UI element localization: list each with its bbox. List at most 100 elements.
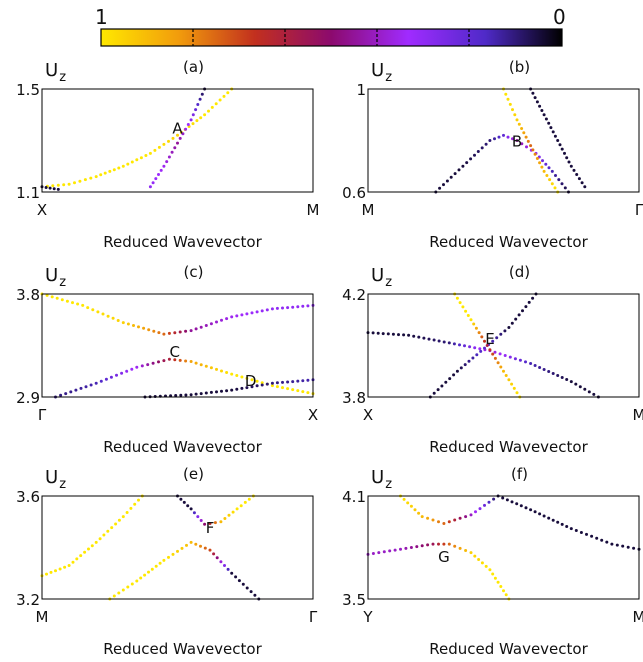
data-point — [240, 313, 244, 317]
data-point — [480, 146, 484, 150]
data-point — [199, 544, 202, 548]
data-point — [497, 135, 501, 139]
plot-frame — [367, 88, 640, 193]
series-3 — [176, 494, 255, 526]
data-point — [492, 497, 496, 501]
data-point — [426, 516, 430, 520]
data-point — [447, 520, 451, 524]
data-point — [453, 518, 457, 522]
data-point — [524, 305, 528, 309]
data-point — [465, 161, 469, 165]
data-point — [580, 181, 584, 185]
data-point — [78, 179, 82, 183]
data-point — [148, 185, 152, 189]
data-point — [157, 331, 161, 335]
data-point — [436, 388, 440, 392]
data-point — [167, 357, 171, 361]
data-point — [495, 336, 499, 340]
data-point — [112, 594, 116, 598]
data-point — [483, 339, 486, 343]
plot-frame — [367, 293, 640, 398]
data-point — [121, 588, 125, 592]
data-point — [448, 377, 452, 381]
data-point — [506, 97, 510, 101]
data-point — [440, 384, 444, 388]
data-point — [510, 500, 514, 504]
data-point — [186, 504, 190, 508]
data-point — [533, 96, 537, 100]
data-point — [499, 332, 503, 336]
data-point — [579, 531, 583, 534]
data-point — [514, 317, 518, 321]
data-point — [223, 564, 226, 567]
data-point — [427, 337, 431, 341]
series-1 — [366, 542, 511, 601]
data-point — [455, 369, 459, 373]
data-point — [291, 380, 295, 384]
point-annotation: B — [512, 133, 522, 151]
data-point — [538, 366, 542, 369]
data-point — [203, 522, 207, 526]
x-axis-label: Reduced Wavevector — [429, 640, 588, 658]
data-point — [98, 537, 102, 541]
data-point — [116, 319, 120, 322]
data-point — [189, 360, 193, 363]
data-point — [426, 543, 430, 547]
data-point — [240, 386, 244, 390]
data-point — [444, 380, 448, 384]
data-point — [83, 178, 87, 182]
data-point — [469, 318, 473, 322]
series-3 — [529, 87, 587, 189]
data-point — [577, 177, 581, 181]
y-tick-label: 3.8 — [16, 286, 40, 304]
y-tick-label: 3.8 — [342, 389, 366, 407]
data-point — [520, 127, 524, 130]
data-point — [198, 97, 202, 101]
data-point — [551, 130, 555, 134]
data-point — [120, 371, 124, 375]
x-tick-label: M — [633, 608, 643, 626]
panel-e: (e) Uz 3.6 3.2M Γ Reduced Wavevector F — [16, 465, 318, 658]
data-point — [560, 376, 564, 379]
data-point — [219, 520, 223, 524]
data-point — [452, 342, 456, 346]
data-point — [464, 515, 468, 519]
data-point — [207, 109, 210, 113]
data-point — [438, 186, 442, 190]
data-point — [491, 572, 495, 576]
data-point — [524, 135, 528, 139]
data-point — [538, 161, 542, 165]
data-point — [99, 379, 103, 383]
data-point — [496, 580, 500, 584]
x-tick-label: X — [37, 201, 47, 219]
data-point — [209, 390, 213, 394]
x-tick-label: X — [363, 406, 373, 424]
data-point — [420, 515, 424, 519]
data-point — [376, 331, 380, 335]
data-point — [112, 168, 116, 172]
data-point — [147, 328, 151, 332]
data-point — [220, 369, 223, 373]
data-point — [447, 542, 451, 546]
data-point — [250, 311, 254, 315]
data-point — [565, 525, 569, 528]
data-point — [478, 507, 482, 511]
data-point — [250, 385, 254, 389]
data-point — [249, 590, 253, 594]
data-point — [432, 391, 436, 395]
data-point — [506, 135, 510, 139]
series-2 — [148, 87, 207, 189]
data-point — [484, 142, 488, 146]
colorbar-left-label: 1 — [95, 5, 108, 29]
data-point — [189, 507, 193, 511]
data-point — [563, 186, 567, 190]
data-point — [270, 381, 274, 385]
data-point — [101, 312, 105, 316]
data-point — [270, 384, 274, 388]
data-point — [230, 571, 234, 575]
data-point — [575, 173, 579, 176]
data-point — [547, 516, 551, 520]
data-point — [417, 335, 421, 339]
data-point — [157, 173, 160, 176]
data-point — [475, 353, 479, 357]
